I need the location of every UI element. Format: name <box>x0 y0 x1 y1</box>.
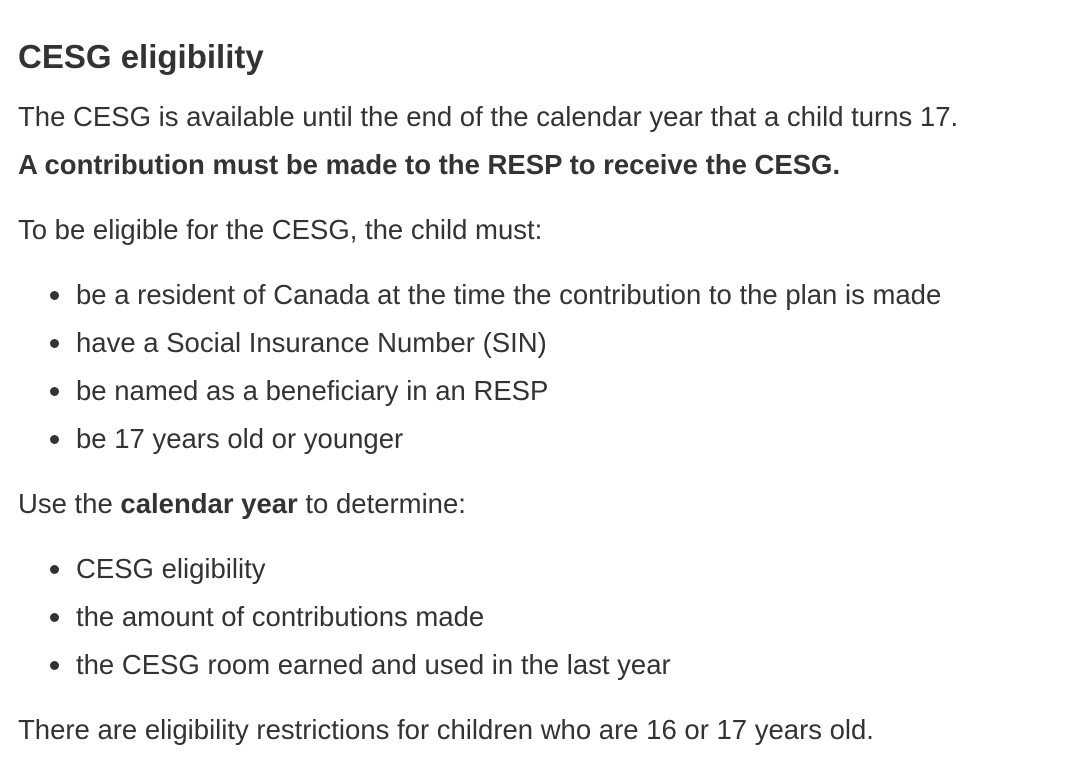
list-item-text: the amount of contributions made <box>76 601 485 632</box>
calendar-bold: calendar year <box>120 488 298 519</box>
list-item: have a Social Insurance Number (SIN) <box>18 319 1080 367</box>
bullet-icon <box>50 435 59 444</box>
intro-text: The CESG is available until the end of t… <box>18 101 959 132</box>
cesg-eligibility-section: CESG eligibility The CESG is available u… <box>18 33 1080 754</box>
bullet-icon <box>50 565 59 574</box>
list-item-text: have a Social Insurance Number (SIN) <box>76 327 547 358</box>
list-item-text: the CESG room earned and used in the las… <box>76 649 671 680</box>
list-item: be a resident of Canada at the time the … <box>18 271 1080 319</box>
list-item: the amount of contributions made <box>18 593 1080 641</box>
bullet-icon <box>50 661 59 670</box>
bullet-icon <box>50 613 59 622</box>
contribution-note: A contribution must be made to the RESP … <box>18 141 1080 189</box>
section-heading: CESG eligibility <box>18 38 264 75</box>
bullet-icon <box>50 387 59 396</box>
calendar-lead: Use the calendar year to determine: <box>18 480 1080 528</box>
list-item-text: be a resident of Canada at the time the … <box>76 279 942 310</box>
list-item: be named as a beneficiary in an RESP <box>18 367 1080 415</box>
list-item: the CESG room earned and used in the las… <box>18 641 1080 689</box>
calendar-list: CESG eligibility the amount of contribut… <box>18 545 1080 689</box>
list-item-text: be named as a beneficiary in an RESP <box>76 375 549 406</box>
restriction-note: There are eligibility restrictions for c… <box>18 714 874 745</box>
bullet-icon <box>50 291 59 300</box>
list-item: CESG eligibility <box>18 545 1080 593</box>
bullet-icon <box>50 339 59 348</box>
calendar-prefix: Use the <box>18 488 121 519</box>
contribution-note-bold: A contribution must be made to the RESP … <box>18 149 841 180</box>
eligibility-list: be a resident of Canada at the time the … <box>18 271 1080 463</box>
calendar-suffix: to determine: <box>297 488 466 519</box>
list-item-text: be 17 years old or younger <box>76 423 404 454</box>
list-item: be 17 years old or younger <box>18 415 1080 463</box>
list-item-text: CESG eligibility <box>76 553 266 584</box>
eligibility-lead: To be eligible for the CESG, the child m… <box>18 214 543 245</box>
